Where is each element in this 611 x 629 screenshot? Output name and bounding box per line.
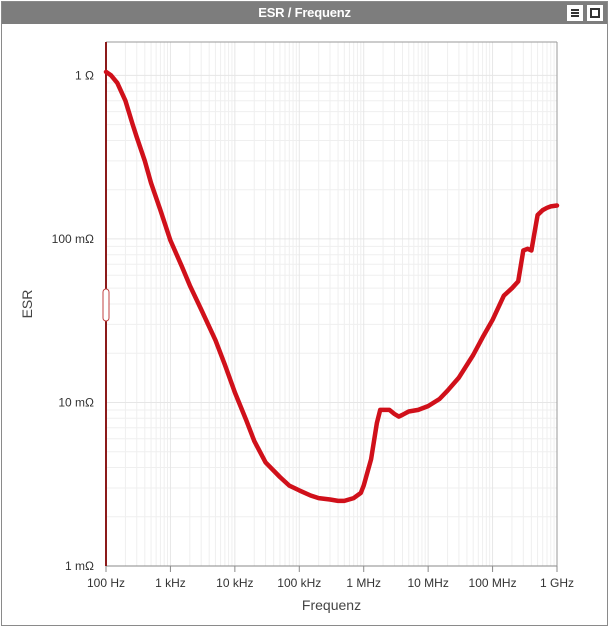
x-tick-label: 10 MHz [407,576,448,590]
x-tick-label: 1 MHz [346,576,381,590]
maximize-square [590,8,600,18]
esr-series-line [103,69,560,504]
y-tick-label: 1 Ω [75,68,94,82]
y-tick-labels: 1 Ω 100 mΩ 10 mΩ 1 mΩ [52,68,94,573]
x-tick-label: 100 kHz [277,576,321,590]
menu-bar [571,15,579,17]
maximize-icon[interactable] [587,5,603,21]
x-tick-label: 100 Hz [87,576,125,590]
window-title: ESR / Frequenz [258,5,351,20]
y-tick-label: 1 mΩ [65,559,94,573]
x-tick-labels: 100 Hz 1 kHz 10 kHz 100 kHz 1 MHz 10 MHz 100 M… [87,576,574,590]
menu-bar [571,9,579,11]
menu-bar [571,12,579,14]
series-group [103,69,560,504]
window-titlebar: ESR / Frequenz [2,2,607,24]
y-range-handle[interactable] [102,288,110,322]
y-tick-label: 100 mΩ [52,232,94,246]
x-tick-label: 1 kHz [155,576,186,590]
x-tick-label: 10 kHz [216,576,253,590]
x-tick-label: 100 MHz [469,576,517,590]
hamburger-menu-icon[interactable] [567,5,583,21]
x-tick-label: 1 GHz [540,576,574,590]
y-tick-label: 10 mΩ [58,395,94,409]
grid-minor-lines [106,42,557,566]
y-axis-label: ESR [19,290,35,319]
x-axis-label: Frequenz [302,597,361,613]
